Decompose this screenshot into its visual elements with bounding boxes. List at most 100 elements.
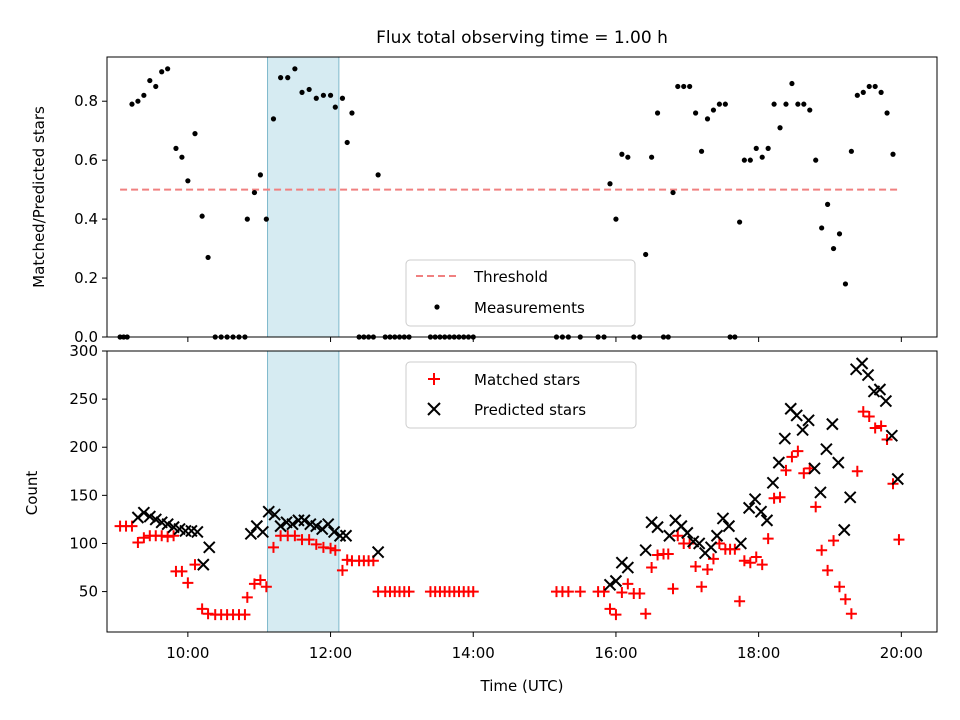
matched-star-point (774, 491, 786, 503)
ratio-y-axis-label: Matched/Predicted stars (30, 106, 48, 288)
predicted-star-point (137, 506, 151, 519)
matched-star-point (738, 555, 750, 567)
ratio-y-tick-label: 0.6 (74, 151, 98, 169)
ratio-legend: Threshold Measurements (405, 259, 636, 327)
predicted-star-point (262, 505, 275, 518)
measurement-point (830, 245, 837, 252)
predicted-star-point (203, 541, 216, 554)
measurement-point (670, 189, 676, 196)
measurement-point (263, 216, 269, 222)
measurement-point (199, 213, 205, 219)
measurement-point (737, 219, 743, 225)
matched-star-point (734, 595, 746, 607)
count-highlight-span (267, 350, 340, 633)
predicted-star-point (621, 561, 635, 574)
predicted-star-point (838, 523, 851, 537)
predicted-star-point (268, 508, 281, 521)
predicted-star-point (722, 519, 736, 533)
matched-star-point (289, 530, 301, 542)
count-x-tick-label: 20:00 (880, 644, 923, 662)
measurement-point (771, 101, 777, 107)
predicted-star-point (609, 574, 623, 588)
matched-star-point (646, 562, 658, 574)
predicted-star-point (663, 529, 676, 542)
predicted-star-point (790, 409, 803, 422)
matched-star-point (610, 609, 622, 621)
count-y-tick-label: 250 (69, 390, 98, 408)
matched-star-point (248, 578, 260, 590)
measurement-point (270, 116, 277, 122)
measurement-point (698, 148, 705, 154)
measurement-point (681, 83, 687, 90)
predicted-star-point (891, 472, 904, 486)
count-y-tick-label: 150 (69, 486, 98, 504)
measurement-point (320, 92, 327, 98)
measurement-point (854, 92, 860, 98)
matched-star-point (798, 467, 810, 479)
measurement-point (765, 145, 771, 151)
predicted-star-point (772, 456, 786, 469)
predicted-star-point (734, 537, 748, 550)
matched-star-point (672, 530, 684, 542)
measurement-point (292, 66, 298, 72)
count-y-tick-label: 50 (79, 583, 98, 601)
measurement-point (866, 83, 872, 90)
measurement-point (339, 95, 346, 101)
measurement-point (836, 231, 843, 237)
measurement-point (753, 145, 759, 151)
predicted-star-point (826, 417, 839, 431)
predicted-star-point (639, 543, 652, 557)
matched-star-point (329, 544, 341, 556)
measurement-point (205, 254, 211, 261)
measurement-point (251, 189, 258, 196)
legend-matched-swatch (428, 373, 440, 385)
matched-star-point (616, 587, 628, 599)
measurement-point (783, 101, 789, 107)
matched-star-point (839, 593, 851, 605)
count-panel: 50 100 150 200 250 300 10:00 12:00 14:00 16:00 18… (23, 342, 938, 695)
predicted-star-point (310, 519, 323, 533)
matched-star-point (744, 557, 756, 569)
matched-star-point (702, 563, 714, 575)
count-y-axis-label: Count (23, 471, 41, 516)
matched-star-point (336, 564, 348, 576)
measurement-point (819, 225, 825, 231)
matched-star-point (690, 561, 702, 573)
matched-star-point (780, 464, 792, 476)
measurement-point (344, 139, 350, 146)
predicted-star-point (808, 462, 821, 475)
predicted-star-point (820, 442, 833, 456)
count-x-tick-label: 18:00 (737, 644, 780, 662)
predicted-star-point (754, 505, 768, 518)
measurement-point (649, 154, 655, 160)
predicted-star-point (796, 423, 809, 437)
matched-star-point (893, 534, 905, 546)
measurement-point (159, 69, 165, 75)
matched-star-point (833, 581, 845, 593)
matched-star-point (604, 603, 616, 615)
predicted-star-point (873, 383, 887, 396)
measurement-point (643, 251, 649, 258)
matched-star-point (869, 422, 881, 434)
predicted-star-point (885, 429, 899, 442)
matched-star-point (598, 586, 610, 598)
matched-star-point (762, 533, 774, 545)
measurement-point (327, 92, 334, 98)
matched-star-point (634, 588, 646, 600)
predicted-star-point (191, 525, 204, 539)
legend-matched-label: Matched stars (474, 371, 580, 389)
measurement-point (747, 157, 753, 163)
measurement-point (654, 110, 661, 116)
measurement-point (825, 201, 831, 207)
ratio-highlight-span (267, 56, 340, 338)
ratio-panel: 0.00.20.40.60.8 Matched/Predicted stars … (30, 56, 938, 346)
matched-star-point (267, 541, 279, 553)
matched-star-point (792, 445, 804, 457)
predicted-star-point (855, 357, 869, 370)
matched-star-point (189, 559, 201, 571)
measurement-point (129, 101, 135, 107)
matched-star-point (403, 586, 415, 598)
measurement-point (299, 89, 305, 95)
matched-star-point (810, 501, 822, 513)
